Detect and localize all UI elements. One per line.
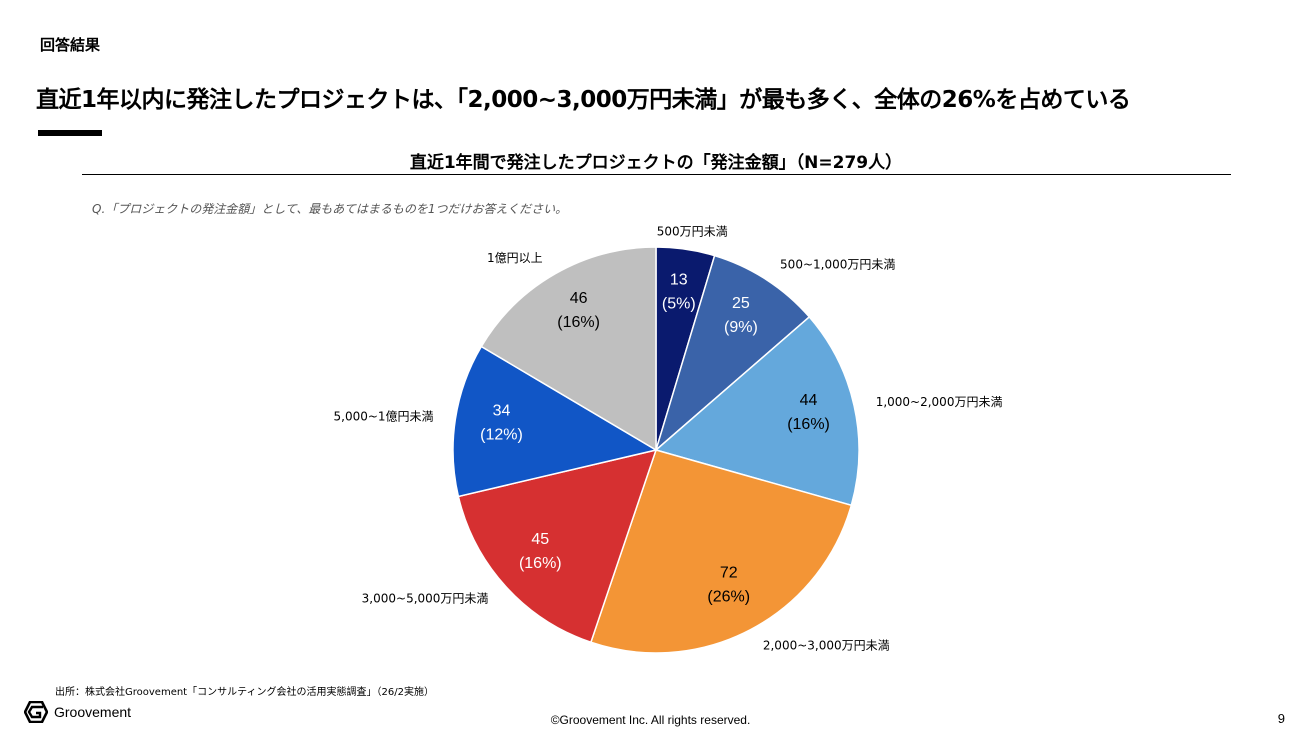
copyright: ©Groovement Inc. All rights reserved. [550,713,751,727]
slice-category-label: 500万円未満 [657,224,728,238]
slice-percent-label: (16%) [557,314,600,331]
slice-percent-label: (5%) [662,295,696,312]
headline-accent-bar [38,130,102,136]
pie-slice [589,449,853,654]
slice-value-label: 25 [732,295,750,312]
pie-slice [480,246,657,452]
survey-question: Q.「プロジェクトの発注金額」として、最もあてはまるものを1つだけお答えください… [92,202,568,216]
slice-percent-label: (16%) [787,416,830,433]
chart-title-rule [82,174,1231,175]
slice-percent-label: (26%) [707,588,750,605]
slice-category-label: 1,000~2,000万円未満 [876,395,1003,409]
slice-value-label: 45 [531,531,549,548]
pie-slice [457,448,658,644]
slice-category-label: 2,000~3,000万円未満 [763,639,890,653]
slice-category-label: 1億円以上 [487,251,543,265]
slice-value-label: 46 [570,290,588,307]
slice-value-label: 13 [670,271,688,288]
pie-slice [654,254,811,453]
company-logo: Groovement [24,701,131,723]
slice-category-label: 5,000~1億円未満 [334,410,434,424]
pie-slice [452,345,658,498]
section-label: 回答結果 [40,36,101,54]
logo-text: Groovement [54,704,132,720]
source-note: 出所：株式会社Groovement「コンサルティング会社の活用実態調査」（26/… [55,687,434,698]
slice-value-label: 44 [800,392,818,409]
slice-value-label: 72 [720,564,738,581]
groovement-logo-icon [24,701,48,723]
slice-percent-label: (16%) [519,555,562,572]
chart-title: 直近1年間で発注したプロジェクトの「発注金額」（N=279人） [409,153,903,173]
slice-value-label: 34 [493,402,511,419]
pie-slice [654,315,860,507]
slice-percent-label: (12%) [480,426,523,443]
page-headline: 直近1年以内に発注したプロジェクトは、「2,000~3,000万円未満」が最も多… [36,87,1131,113]
slice-category-label: 3,000~5,000万円未満 [362,592,489,606]
slice-category-label: 500~1,000万円未満 [780,257,895,271]
page-number: 9 [1277,711,1285,726]
slice-percent-label: (9%) [724,319,758,336]
